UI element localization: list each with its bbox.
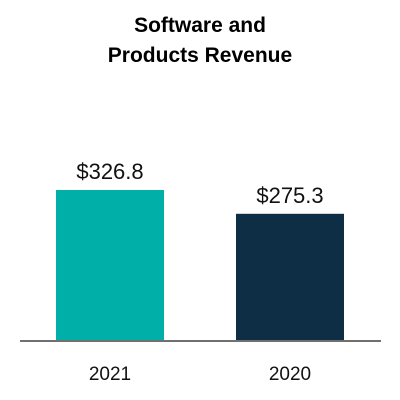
bar-2021 [56,190,164,341]
labels-layer: $326.8 $275.3 [76,159,323,208]
x-tick-label-2020: 2020 [269,364,311,385]
chart-title: Software and Products Revenue [0,11,400,71]
data-label-2021: $326.8 [76,159,143,184]
bar-2020 [236,213,344,341]
data-label-2020: $275.3 [256,183,323,208]
chart-title-line-2: Products Revenue [107,44,293,67]
x-tick-labels: 2021 2020 [89,364,311,385]
x-tick-label-2021: 2021 [89,364,131,385]
chart-title-line-1: Software and [134,14,266,37]
bars-layer [56,190,344,341]
